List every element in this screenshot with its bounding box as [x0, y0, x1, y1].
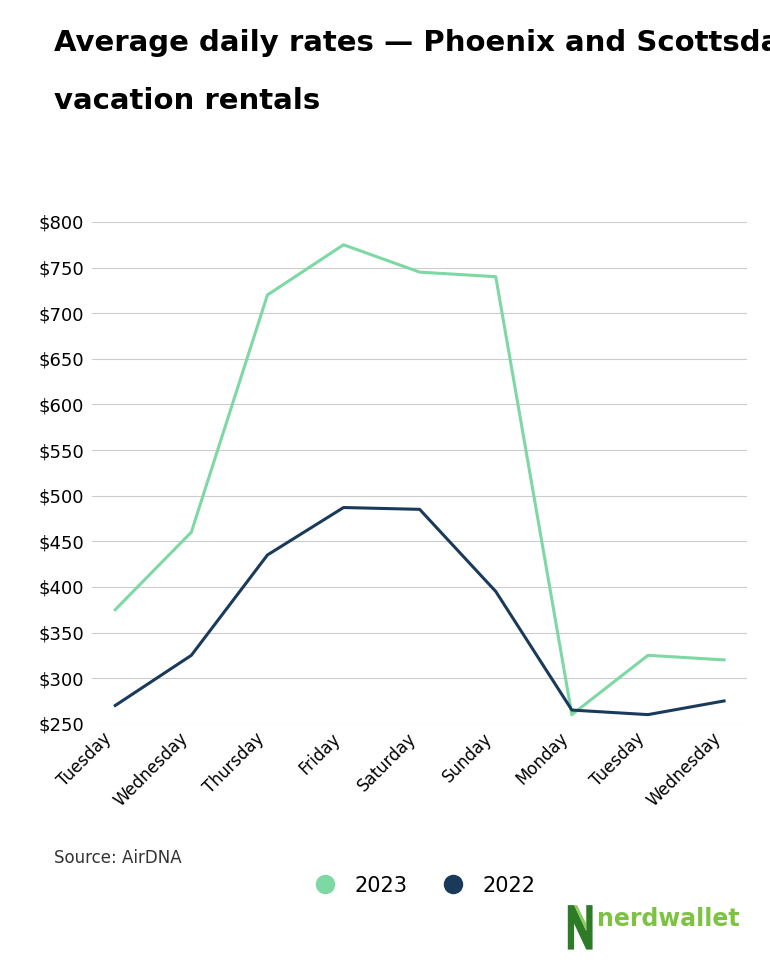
Text: Average daily rates — Phoenix and Scottsdale: Average daily rates — Phoenix and Scotts… — [54, 29, 770, 57]
Text: vacation rentals: vacation rentals — [54, 87, 320, 115]
Polygon shape — [567, 905, 593, 950]
Polygon shape — [574, 905, 586, 931]
Text: nerdwallet: nerdwallet — [597, 907, 739, 931]
Legend: 2023, 2022: 2023, 2022 — [296, 868, 544, 904]
Text: Source: AirDNA: Source: AirDNA — [54, 849, 182, 868]
